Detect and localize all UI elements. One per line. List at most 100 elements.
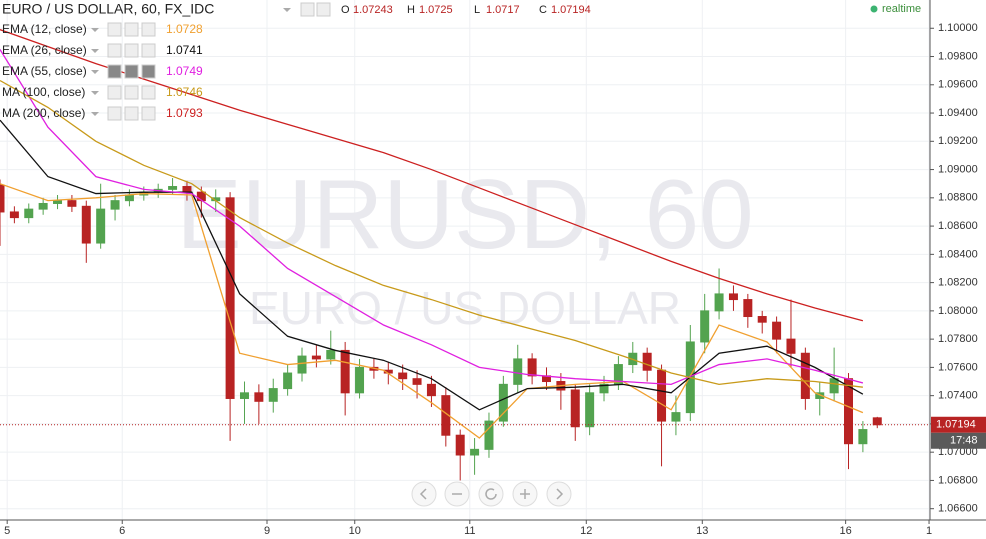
candle-body (67, 200, 77, 207)
icon-settings[interactable] (124, 22, 139, 37)
candle (484, 412, 494, 458)
watermark-name: EURO / US DOLLAR (249, 282, 681, 334)
x-tick-label: 12 (580, 525, 592, 537)
icon-remove[interactable] (141, 43, 156, 58)
candle (743, 293, 753, 328)
last-time-label: 17:48 (950, 435, 978, 447)
dropdown-arrow[interactable] (283, 8, 291, 12)
navigation-buttons (411, 481, 572, 507)
icon-eye[interactable] (107, 85, 122, 100)
icon-eye[interactable] (107, 43, 122, 58)
x-tick-label: 13 (696, 525, 708, 537)
y-tick-label: 1.09600 (938, 79, 978, 91)
icon-eye[interactable] (300, 2, 315, 17)
candle-body (657, 369, 667, 422)
y-tick-label: 1.06800 (938, 474, 978, 486)
candle (326, 330, 336, 365)
candle-body (786, 338, 796, 354)
icon-settings[interactable] (124, 64, 139, 79)
legend-name[interactable]: EMA (55, close) (2, 64, 87, 78)
icon-remove[interactable] (141, 22, 156, 37)
candle-body (9, 211, 19, 219)
candle (225, 192, 235, 441)
dropdown-arrow[interactable] (91, 112, 99, 116)
ohlc-value: 1.07194 (551, 4, 591, 16)
x-tick-label: 10 (349, 525, 361, 537)
zoom-out-button[interactable] (444, 481, 470, 507)
last-price-label: 1.07194 (936, 419, 976, 431)
realtime-status: realtime (882, 3, 921, 15)
plot (0, 29, 930, 481)
legend-name[interactable]: EMA (12, close) (2, 22, 87, 36)
candle-body (858, 429, 868, 445)
indicator-line (0, 49, 864, 386)
dropdown-arrow[interactable] (91, 91, 99, 95)
icon-eye[interactable] (107, 64, 122, 79)
candle-body (311, 355, 321, 360)
candle (81, 200, 91, 263)
candle-body (455, 434, 465, 456)
ohlc-key: L (474, 4, 480, 16)
ohlc-key: H (407, 4, 415, 16)
icon-eye[interactable] (107, 106, 122, 121)
ohlc-value: 1.0725 (419, 4, 453, 16)
header: EURO / US DOLLAR, 60, FX_IDC O 1.07243 H 1.… (2, 1, 921, 17)
icon-remove[interactable] (141, 85, 156, 100)
indicator-legend: EMA (12, close) 1.0728 EMA (26, close) 1.07… (2, 22, 203, 121)
y-tick-label: 1.08200 (938, 277, 978, 289)
y-tick-label: 1.08600 (938, 220, 978, 232)
candle (254, 384, 264, 424)
icon-remove[interactable] (141, 64, 156, 79)
ohlc-key: C (539, 4, 547, 16)
candle-body (728, 293, 738, 301)
candle (441, 387, 451, 447)
symbol-title[interactable]: EURO / US DOLLAR, 60, FX_IDC (2, 1, 214, 17)
candle-body (110, 200, 120, 210)
y-tick-label: 1.09400 (938, 107, 978, 119)
zoom-in-button[interactable] (512, 481, 538, 507)
ohlc-value: 1.0717 (486, 4, 520, 16)
y-tick-label: 1.07400 (938, 390, 978, 402)
icon-settings[interactable] (124, 85, 139, 100)
icon-settings[interactable] (316, 2, 331, 17)
legend-name[interactable]: MA (100, close) (2, 85, 85, 99)
candle-body (297, 355, 307, 374)
candle-body (642, 352, 652, 371)
candle-body (498, 383, 508, 422)
candle (38, 197, 48, 215)
icon-eye[interactable] (107, 22, 122, 37)
scroll-left-button[interactable] (411, 481, 437, 507)
candle (757, 310, 767, 334)
icon-remove[interactable] (141, 106, 156, 121)
y-tick-label: 1.08400 (938, 248, 978, 260)
x-tick-label: 1 (926, 525, 932, 537)
candle-body (700, 310, 710, 343)
candle-body (527, 358, 537, 377)
scroll-right-button[interactable] (546, 481, 572, 507)
legend-name[interactable]: MA (200, close) (2, 106, 85, 120)
dropdown-arrow[interactable] (91, 28, 99, 32)
candle-body (96, 208, 106, 244)
candle-body (326, 349, 336, 360)
legend-name[interactable]: EMA (26, close) (2, 43, 87, 57)
candle-body (714, 293, 724, 312)
legend-value: 1.0741 (166, 43, 203, 57)
icon-settings[interactable] (124, 106, 139, 121)
y-tick-label: 1.09800 (938, 50, 978, 62)
candle-body (268, 388, 278, 402)
reset-button[interactable] (478, 481, 504, 507)
legend-value: 1.0728 (166, 22, 203, 36)
realtime-dot (870, 5, 878, 13)
y-tick-label: 1.07800 (938, 333, 978, 345)
candle-body (815, 392, 825, 399)
candle (728, 285, 738, 311)
dropdown-arrow[interactable] (91, 49, 99, 53)
dropdown-arrow[interactable] (91, 70, 99, 74)
candle (24, 203, 34, 224)
candle (815, 381, 825, 416)
candle (498, 375, 508, 427)
icon-settings[interactable] (124, 43, 139, 58)
candle (714, 268, 724, 320)
candle-body (743, 299, 753, 318)
